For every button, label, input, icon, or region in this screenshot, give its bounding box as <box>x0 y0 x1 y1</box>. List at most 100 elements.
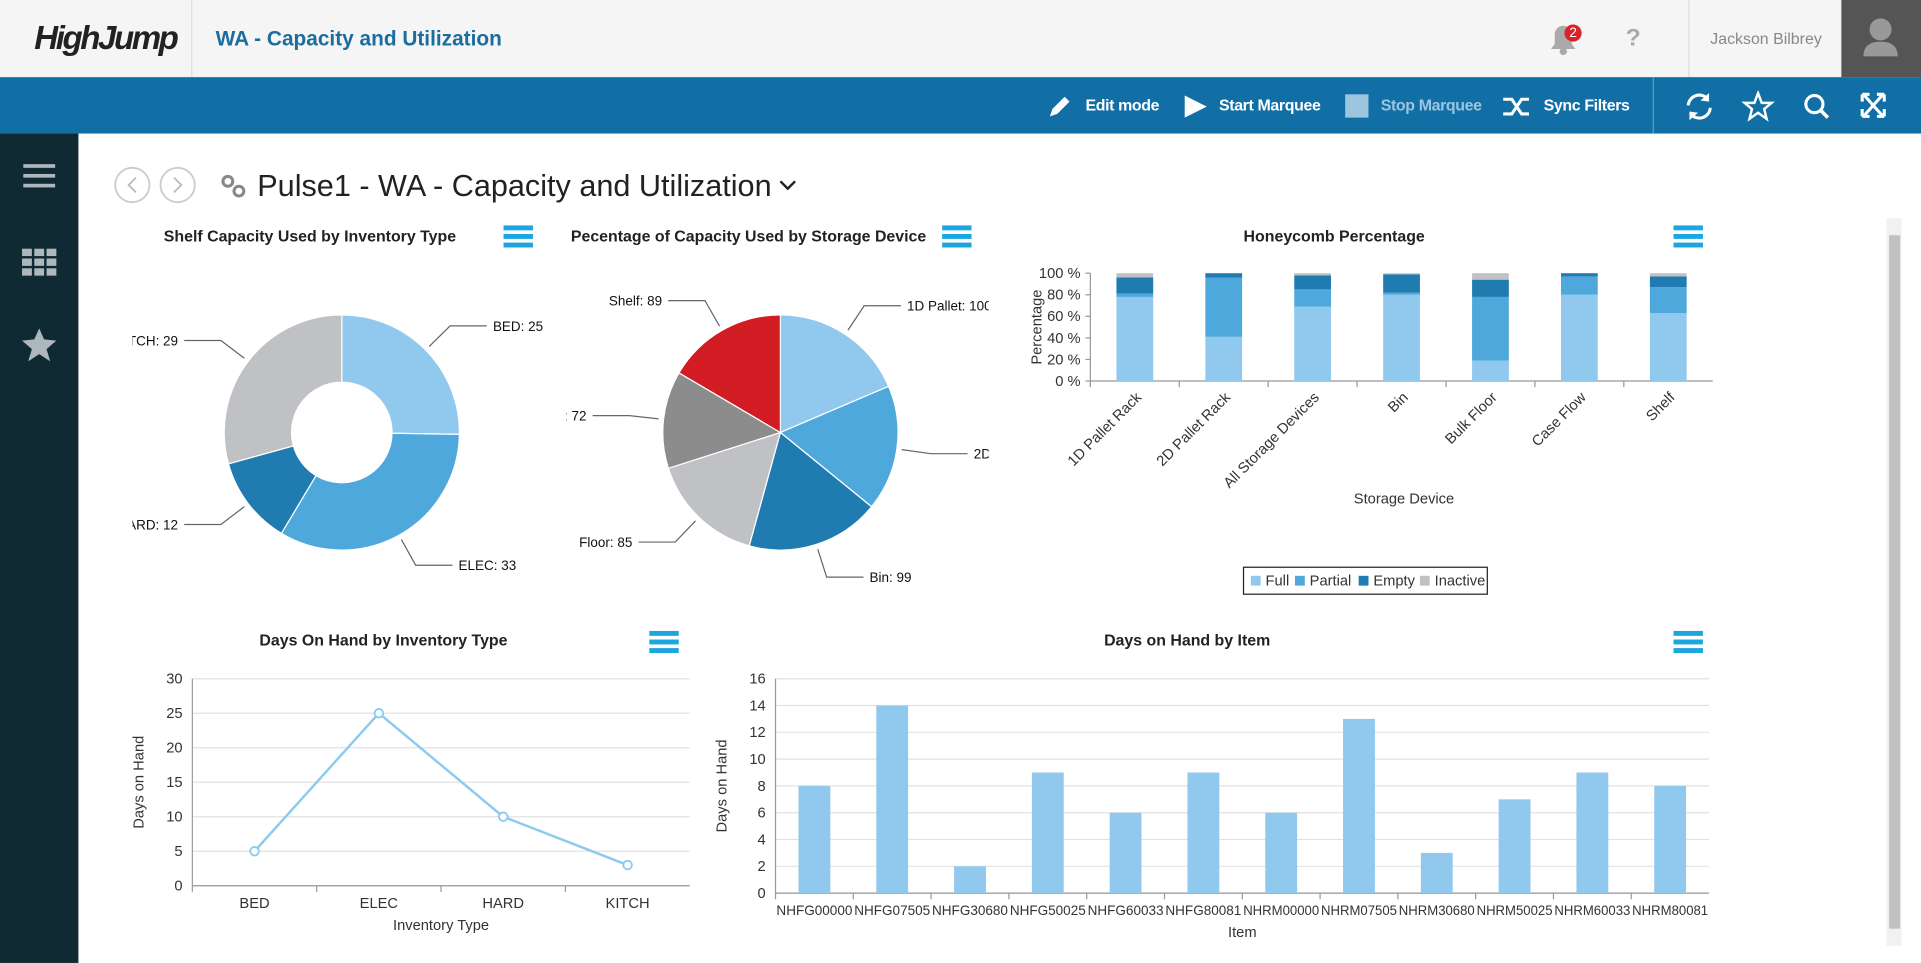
bar[interactable] <box>1420 852 1453 894</box>
legend-label: Empty <box>1373 574 1415 590</box>
x-tick-label: 2D Pallet Rack <box>1154 389 1234 469</box>
bar-segment[interactable] <box>1472 273 1509 280</box>
chart-menu-icon[interactable] <box>1673 233 1703 239</box>
bar-segment[interactable] <box>1472 279 1509 297</box>
bar-segment[interactable] <box>1649 287 1687 314</box>
bar-segment[interactable] <box>1116 293 1154 297</box>
sidebar-icons[interactable] <box>0 134 78 379</box>
toolbar-icons[interactable] <box>1683 90 1904 123</box>
sidebar <box>0 133 79 963</box>
nav-forward[interactable] <box>159 166 196 204</box>
toolbar: Edit mode Start Marquee Stop Marquee Syn… <box>0 77 1921 134</box>
bell-icon[interactable] <box>1546 22 1583 56</box>
nav-back[interactable] <box>114 166 151 204</box>
chart-menu-icon[interactable] <box>503 233 533 239</box>
legend-label: Full <box>1266 574 1290 590</box>
scrollbar-thumb[interactable] <box>1889 235 1901 929</box>
chart-menu-icon[interactable] <box>649 630 679 636</box>
toolbar-item[interactable]: Start Marquee <box>1219 95 1321 114</box>
y-tick-label: 15 <box>166 775 182 791</box>
data-label: Floor: 85 <box>579 535 632 550</box>
bar-segment[interactable] <box>1649 313 1687 382</box>
data-label: ELEC: 33 <box>459 558 517 573</box>
bar-segment[interactable] <box>1294 275 1332 290</box>
bar-segment[interactable] <box>1294 289 1332 307</box>
pie-slice[interactable] <box>678 314 782 434</box>
bar[interactable] <box>1576 772 1609 894</box>
bar-segment[interactable] <box>1383 274 1420 293</box>
help-icon[interactable]: ? <box>1625 24 1641 52</box>
bar-segment[interactable] <box>1205 277 1243 337</box>
legend-swatch <box>1250 575 1261 586</box>
bar-segment[interactable] <box>1383 273 1420 275</box>
pie-slice[interactable] <box>280 432 461 551</box>
bar-segment[interactable] <box>1294 306 1332 382</box>
y-tick-label: 4 <box>758 832 766 848</box>
y-tick-label: 60 % <box>1047 309 1080 325</box>
chart-menu-icon[interactable] <box>1673 630 1703 636</box>
toolbar-item[interactable]: Stop Marquee <box>1380 95 1482 114</box>
bar-segment[interactable] <box>1560 273 1598 277</box>
pie-slice[interactable] <box>779 314 890 434</box>
bar[interactable] <box>954 866 986 894</box>
bar-segment[interactable] <box>1116 296 1154 382</box>
chart-menu-icon[interactable] <box>1673 648 1703 653</box>
bar-segment[interactable] <box>1116 277 1154 294</box>
bar-segment[interactable] <box>1294 273 1332 276</box>
bar[interactable] <box>1187 772 1220 894</box>
avatar[interactable] <box>1841 0 1921 78</box>
point[interactable] <box>249 846 260 857</box>
pie-slice[interactable] <box>748 431 873 551</box>
chart-menu-icon[interactable] <box>1673 242 1703 248</box>
bar[interactable] <box>1265 812 1298 894</box>
chart-menu-icon[interactable] <box>1673 639 1703 645</box>
chart-menu-icon[interactable] <box>649 639 679 645</box>
chart-menu-icon[interactable] <box>942 233 972 239</box>
bar-segment[interactable] <box>1472 296 1509 361</box>
point[interactable] <box>622 859 633 871</box>
point[interactable] <box>373 708 385 719</box>
chart-menu-icon[interactable] <box>503 242 533 248</box>
pie-slice[interactable] <box>779 385 899 508</box>
dropdown-arrow[interactable] <box>779 180 796 191</box>
chart-menu-icon[interactable] <box>503 225 533 231</box>
data-label: BED: 25 <box>493 319 543 334</box>
bar-segment[interactable] <box>1383 294 1420 382</box>
bar-segment[interactable] <box>1649 273 1687 277</box>
bar[interactable] <box>876 705 909 894</box>
bar-segment[interactable] <box>1116 273 1154 278</box>
bar-segment[interactable] <box>1472 360 1509 382</box>
pie-slice[interactable] <box>223 314 343 465</box>
user-name[interactable]: Jackson Bilbrey <box>1688 0 1842 78</box>
bar-segment[interactable] <box>1649 276 1687 288</box>
bar-segment[interactable] <box>1205 273 1243 278</box>
bar-segment[interactable] <box>1560 294 1598 382</box>
point[interactable] <box>498 811 509 822</box>
x-tick-label: NHFG80081 <box>1165 902 1241 918</box>
leader-line <box>400 539 453 566</box>
bar-segment[interactable] <box>1383 292 1420 295</box>
y-tick-label: 0 <box>758 886 766 902</box>
bar-segment[interactable] <box>1205 336 1243 382</box>
bar[interactable] <box>1498 799 1531 894</box>
link-icon <box>221 174 246 198</box>
pie-slice[interactable] <box>341 314 461 435</box>
chart-menu-icon[interactable] <box>942 225 972 231</box>
toolbar-item[interactable]: Edit mode <box>1085 95 1160 114</box>
y-tick-label: 5 <box>174 844 182 860</box>
y-tick-label: 16 <box>749 672 765 688</box>
bar[interactable] <box>1654 785 1687 894</box>
data-label: Flow: 72 <box>536 409 587 424</box>
toolbar-item[interactable]: Sync Filters <box>1543 95 1630 114</box>
y-tick-label: 0 % <box>1055 374 1080 390</box>
chart-menu-icon[interactable] <box>1673 225 1703 231</box>
bar-segment[interactable] <box>1560 276 1598 295</box>
bar[interactable] <box>1031 772 1064 894</box>
bar[interactable] <box>1109 812 1142 894</box>
chart-menu-icon[interactable] <box>942 242 972 248</box>
bar[interactable] <box>798 785 831 894</box>
bar[interactable] <box>1343 718 1375 894</box>
chart-menu-icon[interactable] <box>649 648 679 653</box>
leader-line <box>592 415 659 420</box>
